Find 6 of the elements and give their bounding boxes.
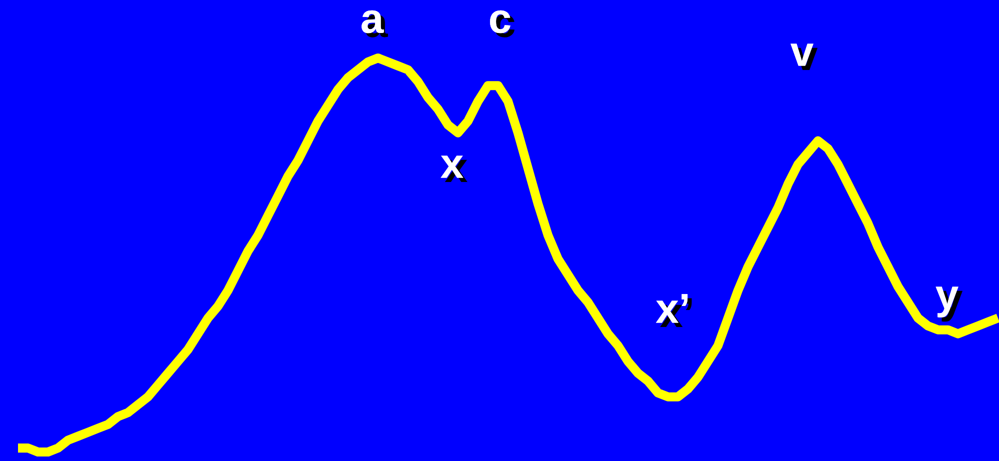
text: a [362, 10, 388, 38]
annotation: x’ [656, 294, 692, 327]
annotation: v [790, 44, 818, 70]
text: c [490, 10, 515, 38]
annotation: y [936, 286, 963, 322]
annotation: x [440, 156, 468, 182]
